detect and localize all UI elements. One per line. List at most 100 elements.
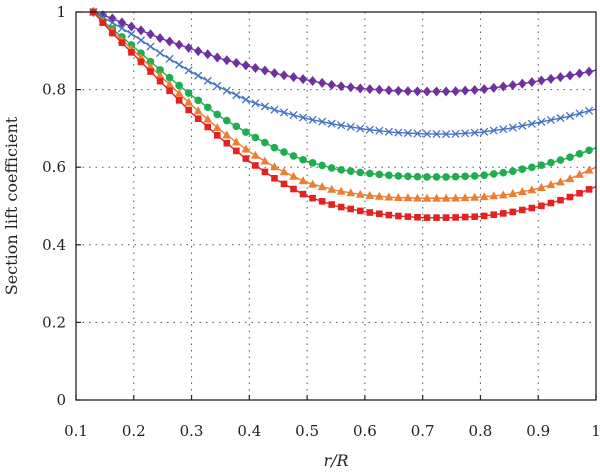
data-point [422, 86, 432, 97]
data-point [546, 115, 555, 125]
data-point [413, 172, 422, 181]
data-point [489, 191, 499, 200]
data-point [128, 49, 135, 56]
data-point [289, 72, 298, 83]
plot-frame [75, 11, 597, 401]
data-point [317, 77, 327, 88]
x-tick-label: 0.5 [295, 422, 319, 440]
data-point [356, 124, 365, 133]
data-point [270, 162, 279, 171]
data-point [117, 17, 127, 28]
data-point [337, 203, 345, 211]
data-point [289, 171, 298, 180]
data-point [576, 189, 583, 197]
data-point [241, 60, 251, 71]
data-point [422, 193, 432, 202]
data-point [356, 207, 364, 215]
data-point [556, 114, 565, 123]
data-point [413, 193, 422, 202]
data-point [451, 129, 460, 139]
data-point [318, 117, 327, 126]
data-point [537, 117, 546, 126]
data-point [442, 214, 450, 221]
data-point [299, 155, 307, 164]
data-point [270, 68, 279, 79]
data-point [499, 210, 507, 217]
data-point [384, 127, 393, 136]
data-point [223, 116, 231, 125]
data-point [203, 76, 212, 85]
data-point [118, 39, 126, 47]
series-diamond [89, 7, 597, 97]
data-point [461, 129, 470, 138]
data-point [184, 42, 193, 53]
data-point [203, 114, 213, 123]
data-point [509, 167, 517, 175]
axes [75, 11, 597, 401]
data-point [298, 176, 308, 185]
data-point [251, 133, 260, 142]
data-point [404, 172, 412, 181]
data-point [441, 86, 451, 97]
data-point [575, 68, 584, 79]
data-point [174, 88, 184, 97]
data-point [204, 123, 212, 131]
data-point [280, 148, 288, 156]
data-point [394, 172, 403, 180]
y-tick-label: 0.8 [42, 81, 66, 99]
data-point [575, 149, 584, 158]
data-point [461, 172, 469, 181]
data-point [260, 65, 270, 76]
data-point [365, 84, 374, 95]
x-tick-labels: 0.1 0.2 0.3 0.4 0.5 0.6 0.7 0.8 0.9 1 [64, 422, 600, 440]
series-line [92, 11, 597, 178]
data-point [156, 77, 164, 85]
data-point [346, 167, 355, 175]
data-point [213, 110, 222, 119]
data-point [375, 126, 384, 135]
data-point [442, 173, 450, 181]
series-circle [89, 8, 597, 181]
data-point [146, 61, 155, 70]
data-point [557, 196, 564, 204]
x-tick-label: 0.2 [122, 422, 146, 440]
data-point [213, 52, 222, 63]
data-point [222, 130, 232, 139]
data-point [232, 122, 241, 131]
data-point [538, 202, 545, 210]
data-point [451, 193, 460, 202]
data-point [527, 119, 536, 128]
data-point [404, 213, 412, 220]
data-point [565, 70, 575, 81]
data-point [213, 81, 222, 91]
data-point [318, 198, 326, 205]
data-point [309, 194, 316, 202]
x-tick-label: 0.9 [526, 422, 550, 440]
data-point [460, 85, 470, 96]
data-point [451, 86, 460, 97]
data-point [480, 171, 489, 180]
data-point [346, 122, 355, 131]
data-point [279, 167, 289, 176]
data-point [337, 121, 346, 130]
x-axis-label: r/R [323, 451, 348, 470]
data-point [489, 126, 498, 135]
data-point [413, 129, 422, 138]
data-point [231, 137, 241, 146]
data-point [175, 81, 183, 90]
data-point [470, 192, 480, 201]
data-point [490, 211, 498, 218]
data-point [165, 73, 174, 82]
data-point [328, 201, 335, 208]
data-point [395, 212, 402, 220]
data-point [365, 125, 374, 134]
data-point [508, 80, 517, 91]
data-point [136, 25, 146, 36]
data-point [203, 49, 212, 60]
data-point [518, 121, 527, 130]
data-point [442, 130, 451, 139]
y-tick-label: 0.2 [42, 313, 66, 331]
data-point [147, 68, 154, 75]
data-point [165, 54, 174, 63]
data-point [337, 81, 346, 92]
